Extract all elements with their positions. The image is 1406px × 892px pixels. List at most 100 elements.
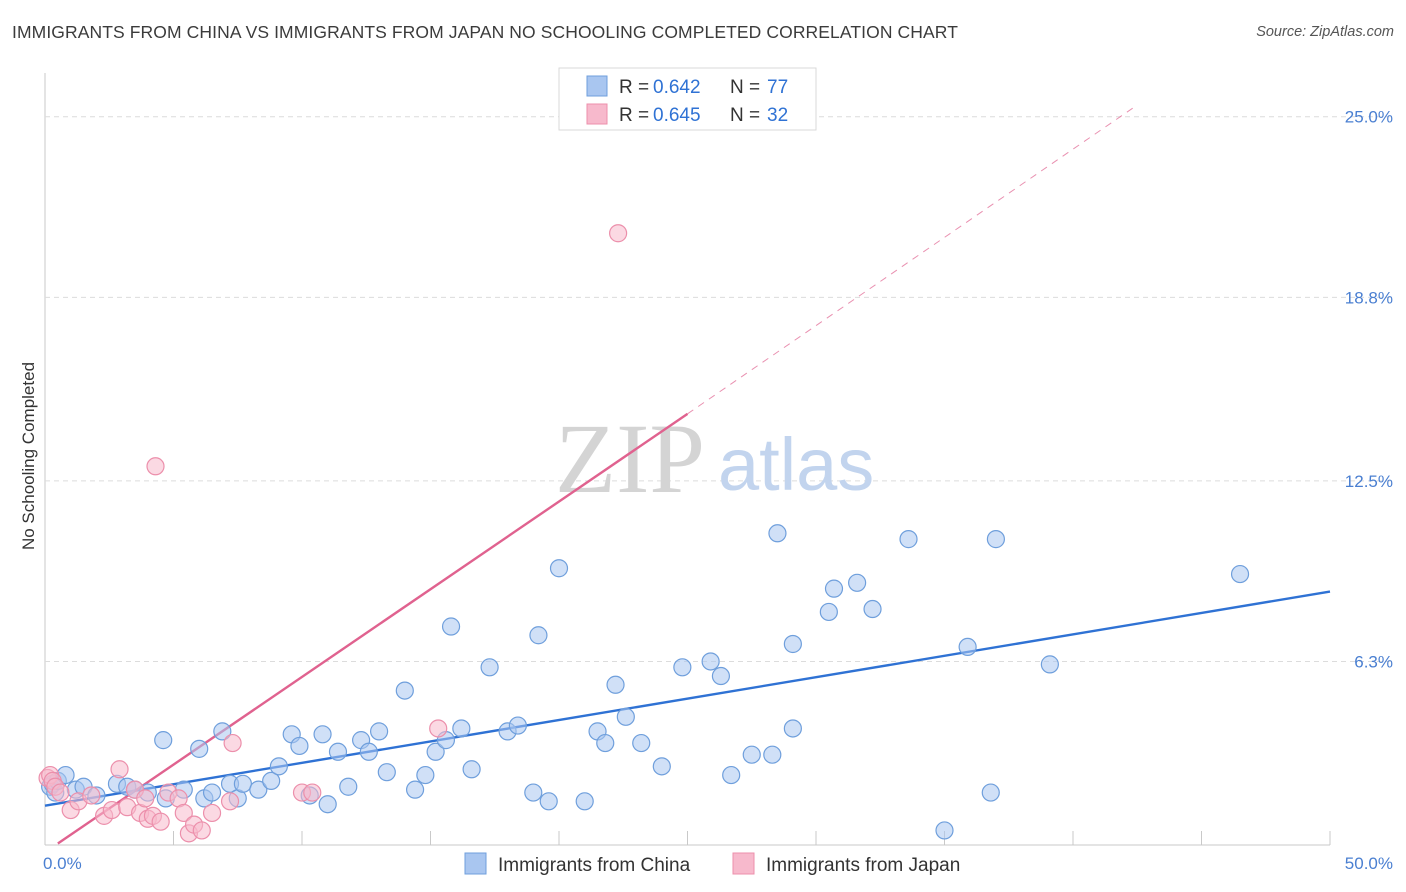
point-japan: [102, 800, 121, 820]
point-china: [508, 716, 527, 735]
point-china: [539, 792, 558, 811]
point-china: [249, 780, 268, 799]
y-tick-labels: 6.3% 12.5% 18.8% 25.0%: [1345, 108, 1393, 672]
point-china: [616, 707, 635, 726]
y-axis-title: No Schooling Completed: [19, 362, 38, 550]
point-japan: [429, 719, 448, 738]
point-china: [318, 795, 337, 814]
point-china: [981, 783, 1000, 802]
legend-r-label-japan: R =: [619, 105, 649, 126]
y-tick-label: 18.8%: [1345, 288, 1393, 307]
point-china: [441, 617, 461, 636]
legend-n-value-china: 77: [767, 77, 788, 98]
data-points: [38, 224, 1250, 843]
point-japan: [303, 783, 322, 802]
point-china: [722, 765, 741, 785]
point-china: [711, 666, 731, 686]
point-japan: [82, 786, 101, 805]
point-china: [313, 725, 332, 744]
series-legend: Immigrants from China Immigrants from Ja…: [464, 852, 960, 876]
point-china: [768, 524, 787, 543]
point-china: [290, 736, 309, 756]
watermark-atlas: atlas: [718, 423, 874, 506]
point-japan: [151, 812, 170, 831]
series-legend-swatch-japan: [732, 852, 755, 875]
point-china: [416, 765, 435, 785]
trend-line-japan-extension: [687, 104, 1138, 415]
point-japan: [202, 803, 222, 823]
legend-n-label-japan: N =: [730, 105, 760, 126]
series-legend-label-china: Immigrants from China: [498, 855, 691, 876]
point-china: [863, 599, 882, 619]
point-china: [606, 675, 625, 694]
point-china: [783, 634, 802, 654]
point-china: [763, 745, 782, 764]
legend-r-value-china: 0.642: [653, 77, 701, 98]
y-tick-label: 12.5%: [1345, 472, 1393, 491]
y-tick-label: 25.0%: [1345, 108, 1393, 127]
point-china: [596, 733, 615, 753]
point-china: [213, 722, 232, 741]
point-china: [154, 731, 173, 750]
legend-n-value-japan: 32: [767, 105, 788, 126]
point-china: [426, 742, 445, 761]
point-japan: [609, 224, 628, 243]
point-china: [529, 626, 548, 645]
point-china: [1230, 564, 1250, 584]
point-china: [377, 763, 396, 782]
point-japan: [220, 792, 240, 811]
point-china: [480, 658, 499, 677]
series-legend-label-japan: Immigrants from Japan: [766, 855, 960, 876]
point-china: [673, 658, 692, 677]
watermark: ZIP atlas: [555, 403, 874, 514]
point-china: [202, 783, 222, 802]
legend-n-label-china: N =: [730, 77, 760, 98]
point-china: [370, 722, 389, 741]
point-china: [632, 733, 651, 753]
legend-swatch-japan: [586, 103, 608, 125]
point-china: [652, 757, 671, 776]
point-china: [462, 760, 481, 779]
point-china: [269, 757, 288, 776]
point-china: [262, 771, 281, 791]
point-china: [233, 774, 252, 793]
trend-line-japan: [57, 412, 689, 845]
point-china: [701, 652, 720, 671]
point-china: [575, 792, 594, 811]
legend-r-label-china: R =: [619, 77, 649, 98]
point-china: [935, 821, 954, 840]
point-china: [783, 719, 802, 738]
point-china: [1040, 655, 1059, 674]
point-japan: [110, 760, 129, 779]
legend-r-value-japan: 0.645: [653, 105, 701, 126]
x-tick-label-max: 50.0%: [1345, 854, 1393, 873]
point-china: [405, 780, 425, 799]
point-china: [742, 745, 761, 764]
point-china: [328, 742, 348, 761]
point-china: [848, 573, 867, 592]
correlation-legend: R = 0.642 N = 77 R = 0.645 N = 32: [558, 67, 817, 131]
point-japan: [192, 821, 211, 840]
series-legend-swatch-china: [464, 852, 487, 875]
y-tick-label: 6.3%: [1354, 652, 1393, 671]
point-japan: [223, 733, 242, 753]
point-china: [958, 637, 977, 657]
chart-title: IMMIGRANTS FROM CHINA VS IMMIGRANTS FROM…: [12, 22, 958, 42]
watermark-zip: ZIP: [555, 403, 705, 514]
point-china: [395, 681, 414, 700]
point-japan: [174, 803, 193, 823]
point-japan: [51, 783, 70, 802]
trend-lines: [44, 104, 1331, 845]
point-china: [819, 602, 838, 622]
point-china: [359, 742, 378, 761]
point-china: [524, 783, 543, 802]
point-japan: [146, 457, 165, 476]
point-china: [339, 777, 358, 796]
point-china: [824, 579, 844, 598]
point-japan: [136, 789, 155, 808]
legend-swatch-china: [586, 75, 608, 97]
source-credit: Source: ZipAtlas.com: [1256, 24, 1394, 40]
point-china: [899, 530, 918, 549]
x-tick-label-min: 0.0%: [43, 854, 82, 873]
point-china: [986, 530, 1006, 549]
